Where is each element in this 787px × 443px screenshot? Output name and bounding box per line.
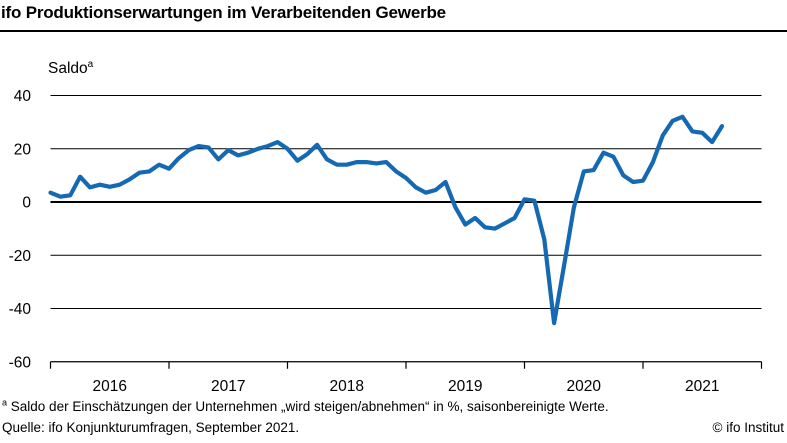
x-tick-label: 2019: [448, 378, 482, 395]
source-note: Quelle: ifo Konjunkturumfragen, Septembe…: [2, 420, 300, 435]
y-tick-label: 20: [14, 141, 32, 158]
title-divider: [0, 30, 787, 32]
x-tick-label: 2021: [685, 378, 719, 395]
y-axis-title-text: Saldo: [48, 60, 88, 77]
y-tick-label: -60: [9, 354, 32, 371]
x-tick-label: 2020: [567, 378, 602, 395]
data-line-produktionserwartungen: [48, 114, 725, 326]
y-tick-label: -20: [9, 248, 32, 265]
y-tick-label: 0: [22, 195, 31, 212]
x-tick-label: 2016: [93, 378, 127, 395]
y-tick-label: 40: [14, 88, 32, 105]
footnote: a Saldo der Einschätzungen der Unternehm…: [2, 397, 785, 414]
x-tick-label: 2018: [330, 378, 364, 395]
footnote-sup: a: [2, 397, 8, 408]
y-axis-title: Saldoa: [48, 58, 94, 78]
y-tick-label: -40: [9, 301, 32, 318]
y-axis-title-sup: a: [87, 58, 94, 70]
x-tick-label: 2017: [211, 378, 245, 395]
page-title: ifo Produktionserwartungen im Verarbeite…: [1, 3, 446, 22]
footnote-text: Saldo der Einschätzungen der Unternehmen…: [10, 399, 609, 414]
copyright-note: © ifo Institut: [712, 420, 784, 435]
